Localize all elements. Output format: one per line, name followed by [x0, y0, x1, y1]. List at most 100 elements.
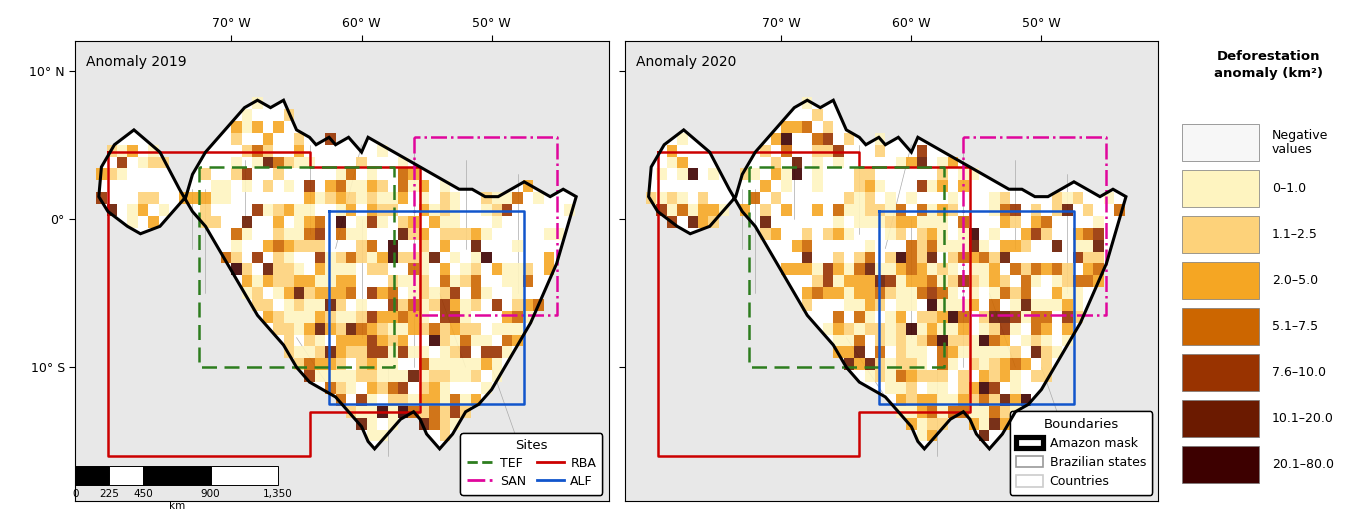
- Bar: [906, 323, 917, 335]
- Bar: [409, 370, 418, 382]
- Bar: [1020, 228, 1031, 240]
- Bar: [1094, 216, 1104, 228]
- Bar: [325, 323, 336, 335]
- Bar: [388, 406, 398, 417]
- Bar: [522, 299, 533, 311]
- Bar: [718, 204, 729, 216]
- Bar: [293, 228, 304, 240]
- Bar: [990, 394, 999, 406]
- Bar: [1052, 240, 1063, 251]
- Bar: [698, 204, 709, 216]
- Bar: [325, 299, 336, 311]
- Bar: [418, 358, 429, 370]
- Bar: [492, 216, 502, 228]
- Bar: [315, 275, 325, 287]
- Bar: [398, 216, 409, 228]
- Bar: [356, 406, 367, 417]
- Bar: [947, 251, 958, 263]
- Text: Negative
values: Negative values: [1272, 129, 1328, 156]
- Bar: [854, 335, 865, 346]
- Bar: [979, 323, 990, 335]
- Bar: [906, 299, 917, 311]
- Bar: [304, 287, 315, 299]
- Bar: [252, 145, 263, 156]
- Bar: [854, 251, 865, 263]
- Bar: [791, 169, 802, 180]
- Bar: [646, 192, 657, 204]
- Bar: [1072, 251, 1083, 263]
- Bar: [999, 370, 1010, 382]
- Bar: [1083, 228, 1094, 240]
- Bar: [927, 251, 938, 263]
- Bar: [200, 204, 211, 216]
- Bar: [771, 133, 781, 145]
- Bar: [917, 263, 927, 275]
- Text: 2.0–5.0: 2.0–5.0: [1272, 274, 1318, 287]
- Bar: [1072, 299, 1083, 311]
- Bar: [990, 346, 999, 358]
- Bar: [315, 228, 325, 240]
- Bar: [345, 204, 356, 216]
- Bar: [293, 275, 304, 287]
- Bar: [666, 216, 677, 228]
- Bar: [492, 192, 502, 204]
- Bar: [1094, 251, 1104, 263]
- FancyBboxPatch shape: [1182, 262, 1259, 299]
- Bar: [843, 192, 854, 204]
- Bar: [502, 263, 513, 275]
- Bar: [138, 192, 148, 204]
- Bar: [895, 358, 906, 370]
- Bar: [698, 192, 709, 204]
- Bar: [252, 204, 263, 216]
- Bar: [138, 156, 148, 169]
- Bar: [221, 180, 232, 192]
- Bar: [802, 287, 813, 299]
- Bar: [461, 263, 470, 275]
- Bar: [273, 216, 284, 228]
- Bar: [895, 228, 906, 240]
- Bar: [293, 240, 304, 251]
- Bar: [461, 299, 470, 311]
- Bar: [1063, 323, 1072, 335]
- Bar: [241, 109, 252, 121]
- Bar: [356, 156, 367, 169]
- Bar: [761, 228, 771, 240]
- Bar: [657, 204, 666, 216]
- Bar: [927, 240, 938, 251]
- Bar: [958, 275, 968, 287]
- Bar: [367, 335, 377, 346]
- Bar: [461, 346, 470, 358]
- Bar: [356, 394, 367, 406]
- Bar: [1042, 228, 1052, 240]
- Bar: [886, 216, 895, 228]
- Bar: [377, 370, 388, 382]
- Bar: [781, 180, 791, 192]
- Text: Deforestation
anomaly (km²): Deforestation anomaly (km²): [1213, 50, 1323, 80]
- Bar: [968, 335, 979, 346]
- Bar: [367, 394, 377, 406]
- Bar: [450, 311, 461, 323]
- Bar: [750, 192, 761, 204]
- Bar: [854, 346, 865, 358]
- Bar: [968, 263, 979, 275]
- Bar: [304, 216, 315, 228]
- Bar: [958, 216, 968, 228]
- Bar: [481, 358, 492, 370]
- Bar: [232, 263, 241, 275]
- Bar: [440, 263, 450, 275]
- Bar: [895, 382, 906, 394]
- Bar: [325, 287, 336, 299]
- Bar: [865, 169, 875, 180]
- Bar: [470, 251, 481, 263]
- Bar: [273, 240, 284, 251]
- Bar: [927, 287, 938, 299]
- Bar: [398, 156, 409, 169]
- Bar: [906, 335, 917, 346]
- Bar: [325, 311, 336, 323]
- Bar: [336, 358, 345, 370]
- Bar: [917, 251, 927, 263]
- Bar: [315, 287, 325, 299]
- Bar: [450, 406, 461, 417]
- Bar: [886, 358, 895, 370]
- Bar: [895, 275, 906, 287]
